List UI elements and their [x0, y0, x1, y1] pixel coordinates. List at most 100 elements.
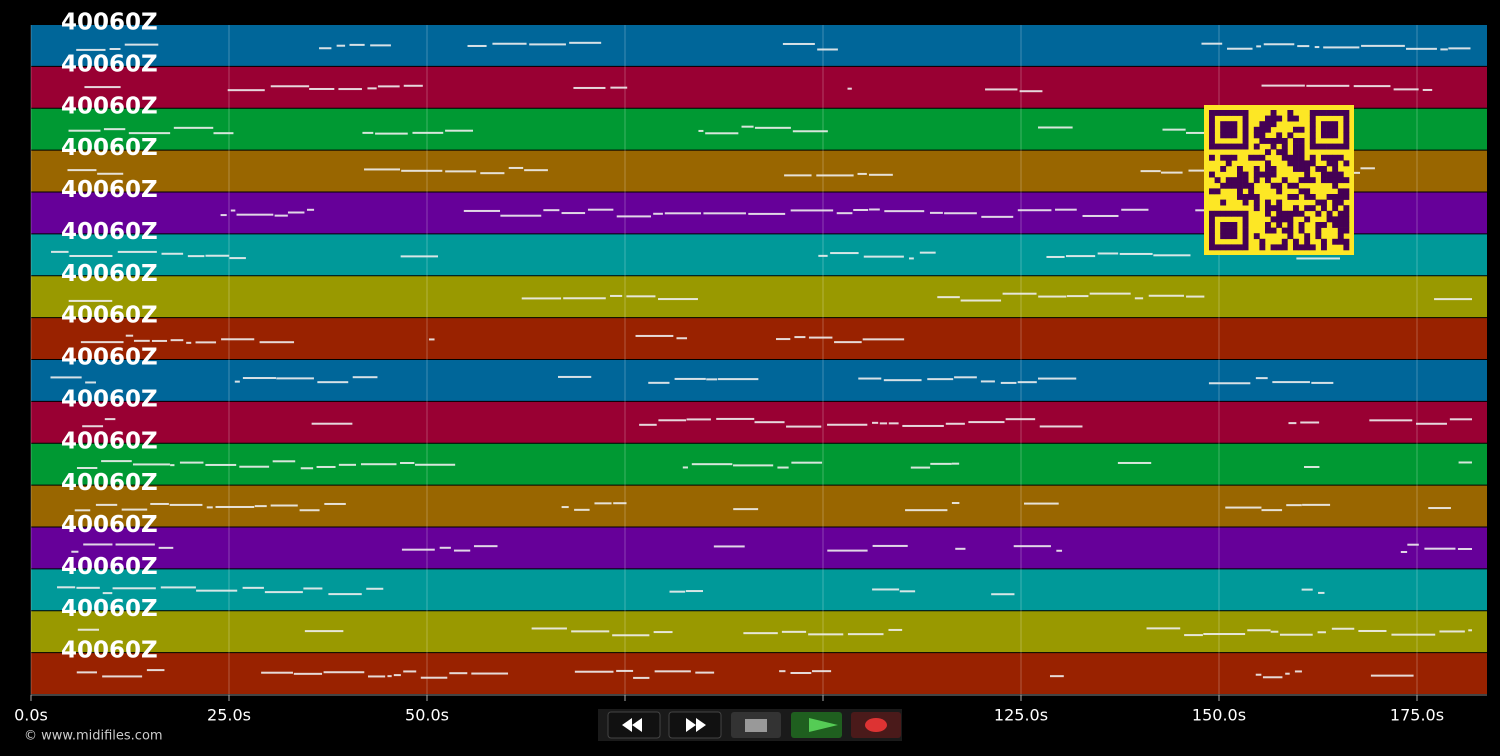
play-button[interactable]	[791, 712, 842, 738]
note	[151, 339, 168, 342]
qr-module	[1298, 210, 1305, 217]
note	[944, 212, 977, 215]
note	[387, 675, 392, 678]
qr-module	[1332, 238, 1339, 245]
note	[569, 41, 602, 44]
stop-button[interactable]	[731, 712, 781, 738]
qr-module	[1293, 210, 1299, 217]
note	[229, 257, 246, 260]
fast-forward-button[interactable]	[668, 711, 722, 739]
note	[981, 215, 1014, 218]
note	[84, 86, 121, 89]
qr-module	[1242, 121, 1249, 128]
track-lane	[31, 360, 1487, 401]
note	[706, 378, 718, 381]
qr-module	[1332, 182, 1339, 189]
qr-module	[1248, 188, 1255, 195]
note	[1038, 295, 1067, 298]
qr-module	[1253, 132, 1260, 139]
note	[57, 586, 76, 589]
qr-module	[1337, 188, 1344, 195]
note	[85, 381, 96, 384]
note	[817, 48, 838, 51]
qr-module	[1242, 126, 1249, 133]
note	[254, 505, 267, 508]
note	[791, 461, 823, 464]
note	[377, 85, 400, 88]
qr-module	[1337, 216, 1344, 223]
note	[927, 378, 954, 381]
note	[639, 423, 657, 426]
note	[960, 299, 1002, 302]
qr-module	[1332, 154, 1339, 161]
record-button[interactable]	[851, 712, 901, 738]
notes	[50, 41, 1472, 679]
qr-module	[1287, 110, 1294, 116]
note	[594, 502, 612, 505]
note	[67, 169, 97, 172]
note	[754, 126, 791, 129]
qr-module	[1321, 143, 1327, 150]
note	[1302, 503, 1331, 506]
qr-module	[1220, 227, 1227, 234]
qr-module	[1315, 110, 1322, 116]
note	[420, 676, 448, 679]
note	[287, 211, 305, 214]
qr-module	[1287, 222, 1294, 228]
note	[648, 381, 670, 384]
note	[784, 174, 812, 177]
qr-module	[1343, 126, 1350, 133]
note	[270, 85, 310, 88]
note	[401, 548, 435, 551]
note	[743, 632, 778, 635]
qr-module	[1332, 143, 1339, 150]
qr-module	[1332, 199, 1339, 206]
qr-module	[1209, 216, 1215, 223]
qr-module	[1248, 182, 1255, 189]
track-label: 40060Z	[61, 51, 158, 77]
tick-label: 125.0s	[994, 706, 1048, 725]
copyright: © www.midifiles.com	[24, 729, 163, 744]
rewind-button[interactable]	[607, 711, 661, 739]
track-label: 40060Z	[61, 177, 158, 203]
qr-module	[1265, 126, 1271, 133]
note	[786, 425, 822, 428]
note	[1358, 629, 1387, 632]
qr-module	[1332, 160, 1339, 167]
note	[77, 628, 100, 631]
qr-module	[1220, 222, 1227, 228]
qr-module	[1242, 216, 1249, 223]
qr-module	[1343, 205, 1350, 212]
qr-module	[1326, 110, 1333, 116]
note	[1311, 381, 1334, 384]
qr-module	[1326, 171, 1333, 178]
note	[1017, 209, 1052, 212]
qr-module	[1337, 110, 1344, 116]
qr-module	[1259, 121, 1266, 128]
note	[328, 593, 362, 596]
qr-module	[1337, 194, 1344, 200]
note	[299, 509, 320, 512]
note	[951, 502, 960, 505]
qr-module	[1315, 199, 1322, 206]
note	[213, 132, 234, 135]
note	[220, 214, 227, 217]
qr-module	[1309, 121, 1316, 128]
qr-module	[1304, 166, 1311, 172]
note	[338, 463, 357, 466]
note	[1002, 292, 1037, 295]
note	[812, 670, 832, 673]
qr-module	[1242, 238, 1249, 245]
note	[1134, 297, 1144, 300]
note	[909, 257, 914, 260]
note	[415, 463, 456, 466]
note	[1424, 547, 1456, 550]
note	[319, 47, 332, 50]
qr-module	[1209, 238, 1215, 245]
note	[68, 129, 101, 132]
qr-module	[1276, 199, 1283, 206]
note	[74, 509, 91, 512]
note	[274, 214, 288, 217]
note	[367, 675, 386, 678]
note	[239, 465, 270, 468]
